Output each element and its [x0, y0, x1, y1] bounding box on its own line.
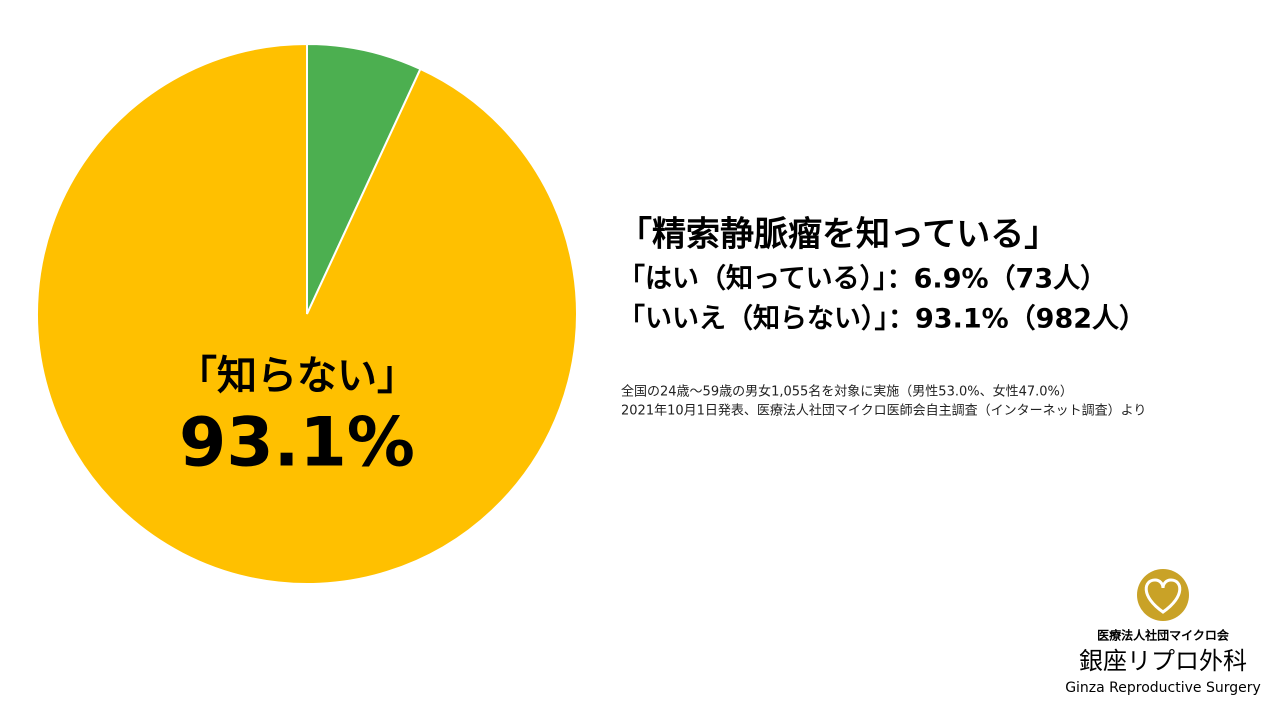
- logo-organization: 医療法人社団マイクロ会: [1097, 628, 1230, 643]
- logo-heart: [1144, 578, 1182, 614]
- note: 2021年10月1日発表、医療法人社団マイクロ医師会自主調査（インターネット調査…: [621, 403, 1146, 419]
- slice-value: 93.1%: [179, 404, 415, 483]
- legend-entry: 「いいえ（知らない）」：93.1%（982人）: [618, 303, 1146, 335]
- pie: [36, 42, 578, 585]
- chart-title: 「精索静脈瘤を知っている」: [618, 215, 1058, 255]
- pie-slice: [306, 42, 422, 315]
- note: 全国の24歳〜59歳の男女1,055名を対象に実施（男性53.0%、女性47.0…: [621, 384, 1073, 400]
- slice-label: 「知らない」: [177, 353, 417, 399]
- pie-slice: [36, 42, 578, 585]
- logo: 医療法人社団マイクロ会 銀座リプロ外科 Ginza Reproductive S…: [1065, 569, 1261, 696]
- logo-name: 銀座リプロ外科: [1079, 647, 1247, 675]
- logo-english: Ginza Reproductive Surgery: [1065, 680, 1261, 696]
- legend-entry: 「はい（知っている）」：6.9%（73人）: [618, 263, 1107, 295]
